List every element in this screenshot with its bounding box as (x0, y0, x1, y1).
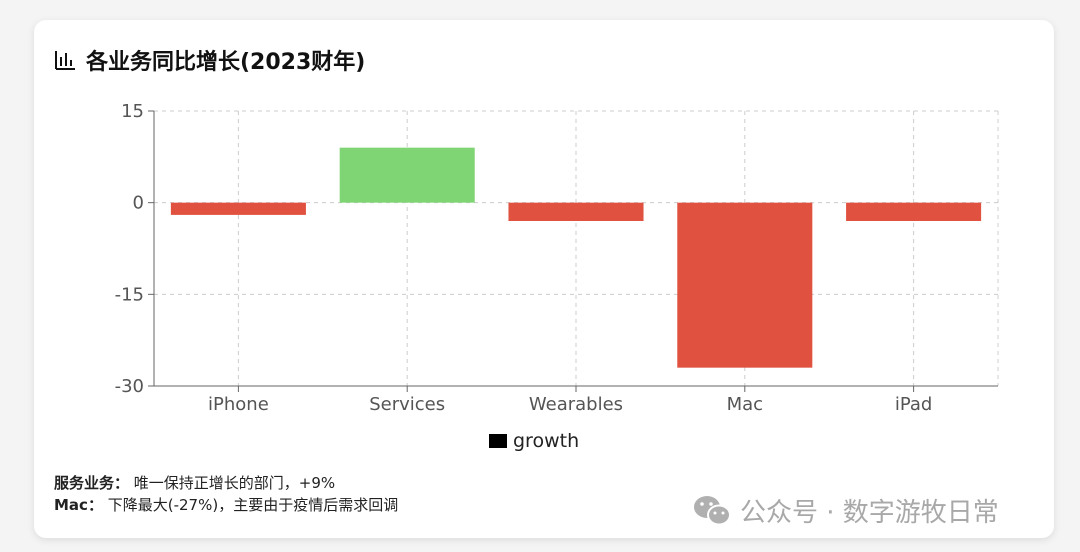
bar-wearables (508, 202, 644, 221)
x-tick-label: iPhone (208, 394, 269, 415)
note-services: 服务业务： 唯一保持正增长的部门，+9% (54, 472, 398, 494)
bar-mac (677, 202, 813, 368)
bar-chart-icon (55, 51, 75, 70)
x-tick-label: Mac (727, 394, 763, 415)
legend-label: growth (513, 430, 579, 452)
notes: 服务业务： 唯一保持正增长的部门，+9% Mac： 下降最大(-27%)，主要由… (54, 472, 398, 516)
x-tick-label: Wearables (529, 394, 623, 415)
y-tick-label: -15 (115, 284, 144, 305)
wechat-icon (694, 495, 731, 525)
watermark-text: 公众号 · 数字游牧日常 (740, 498, 999, 528)
watermark: 公众号 · 数字游牧日常 (692, 492, 999, 529)
chart-header: 各业务同比增长(2023财年) (54, 44, 365, 76)
bar-iphone (170, 202, 306, 215)
y-tick-label: 15 (121, 101, 144, 122)
note-text: 唯一保持正增长的部门，+9% (133, 474, 336, 492)
note-key: 服务业务： (54, 474, 130, 492)
chart-title: 各业务同比增长(2023财年) (86, 50, 366, 75)
bar-services (339, 147, 475, 203)
legend-swatch (489, 434, 507, 448)
note-mac: Mac： 下降最大(-27%)，主要由于疫情后需求回调 (54, 494, 398, 516)
bar-ipad (846, 202, 982, 221)
y-tick-label: -30 (115, 376, 144, 397)
x-tick-label: iPad (895, 394, 933, 415)
chart-card: 各业务同比增长(2023财年) 服务业务： 唯一保持正增长的部门，+9% Mac… (34, 20, 1054, 538)
note-key: Mac： (54, 496, 103, 514)
y-tick-label: 0 (133, 193, 144, 214)
x-tick-label: Services (369, 394, 445, 415)
note-text: 下降最大(-27%)，主要由于疫情后需求回调 (107, 496, 399, 514)
